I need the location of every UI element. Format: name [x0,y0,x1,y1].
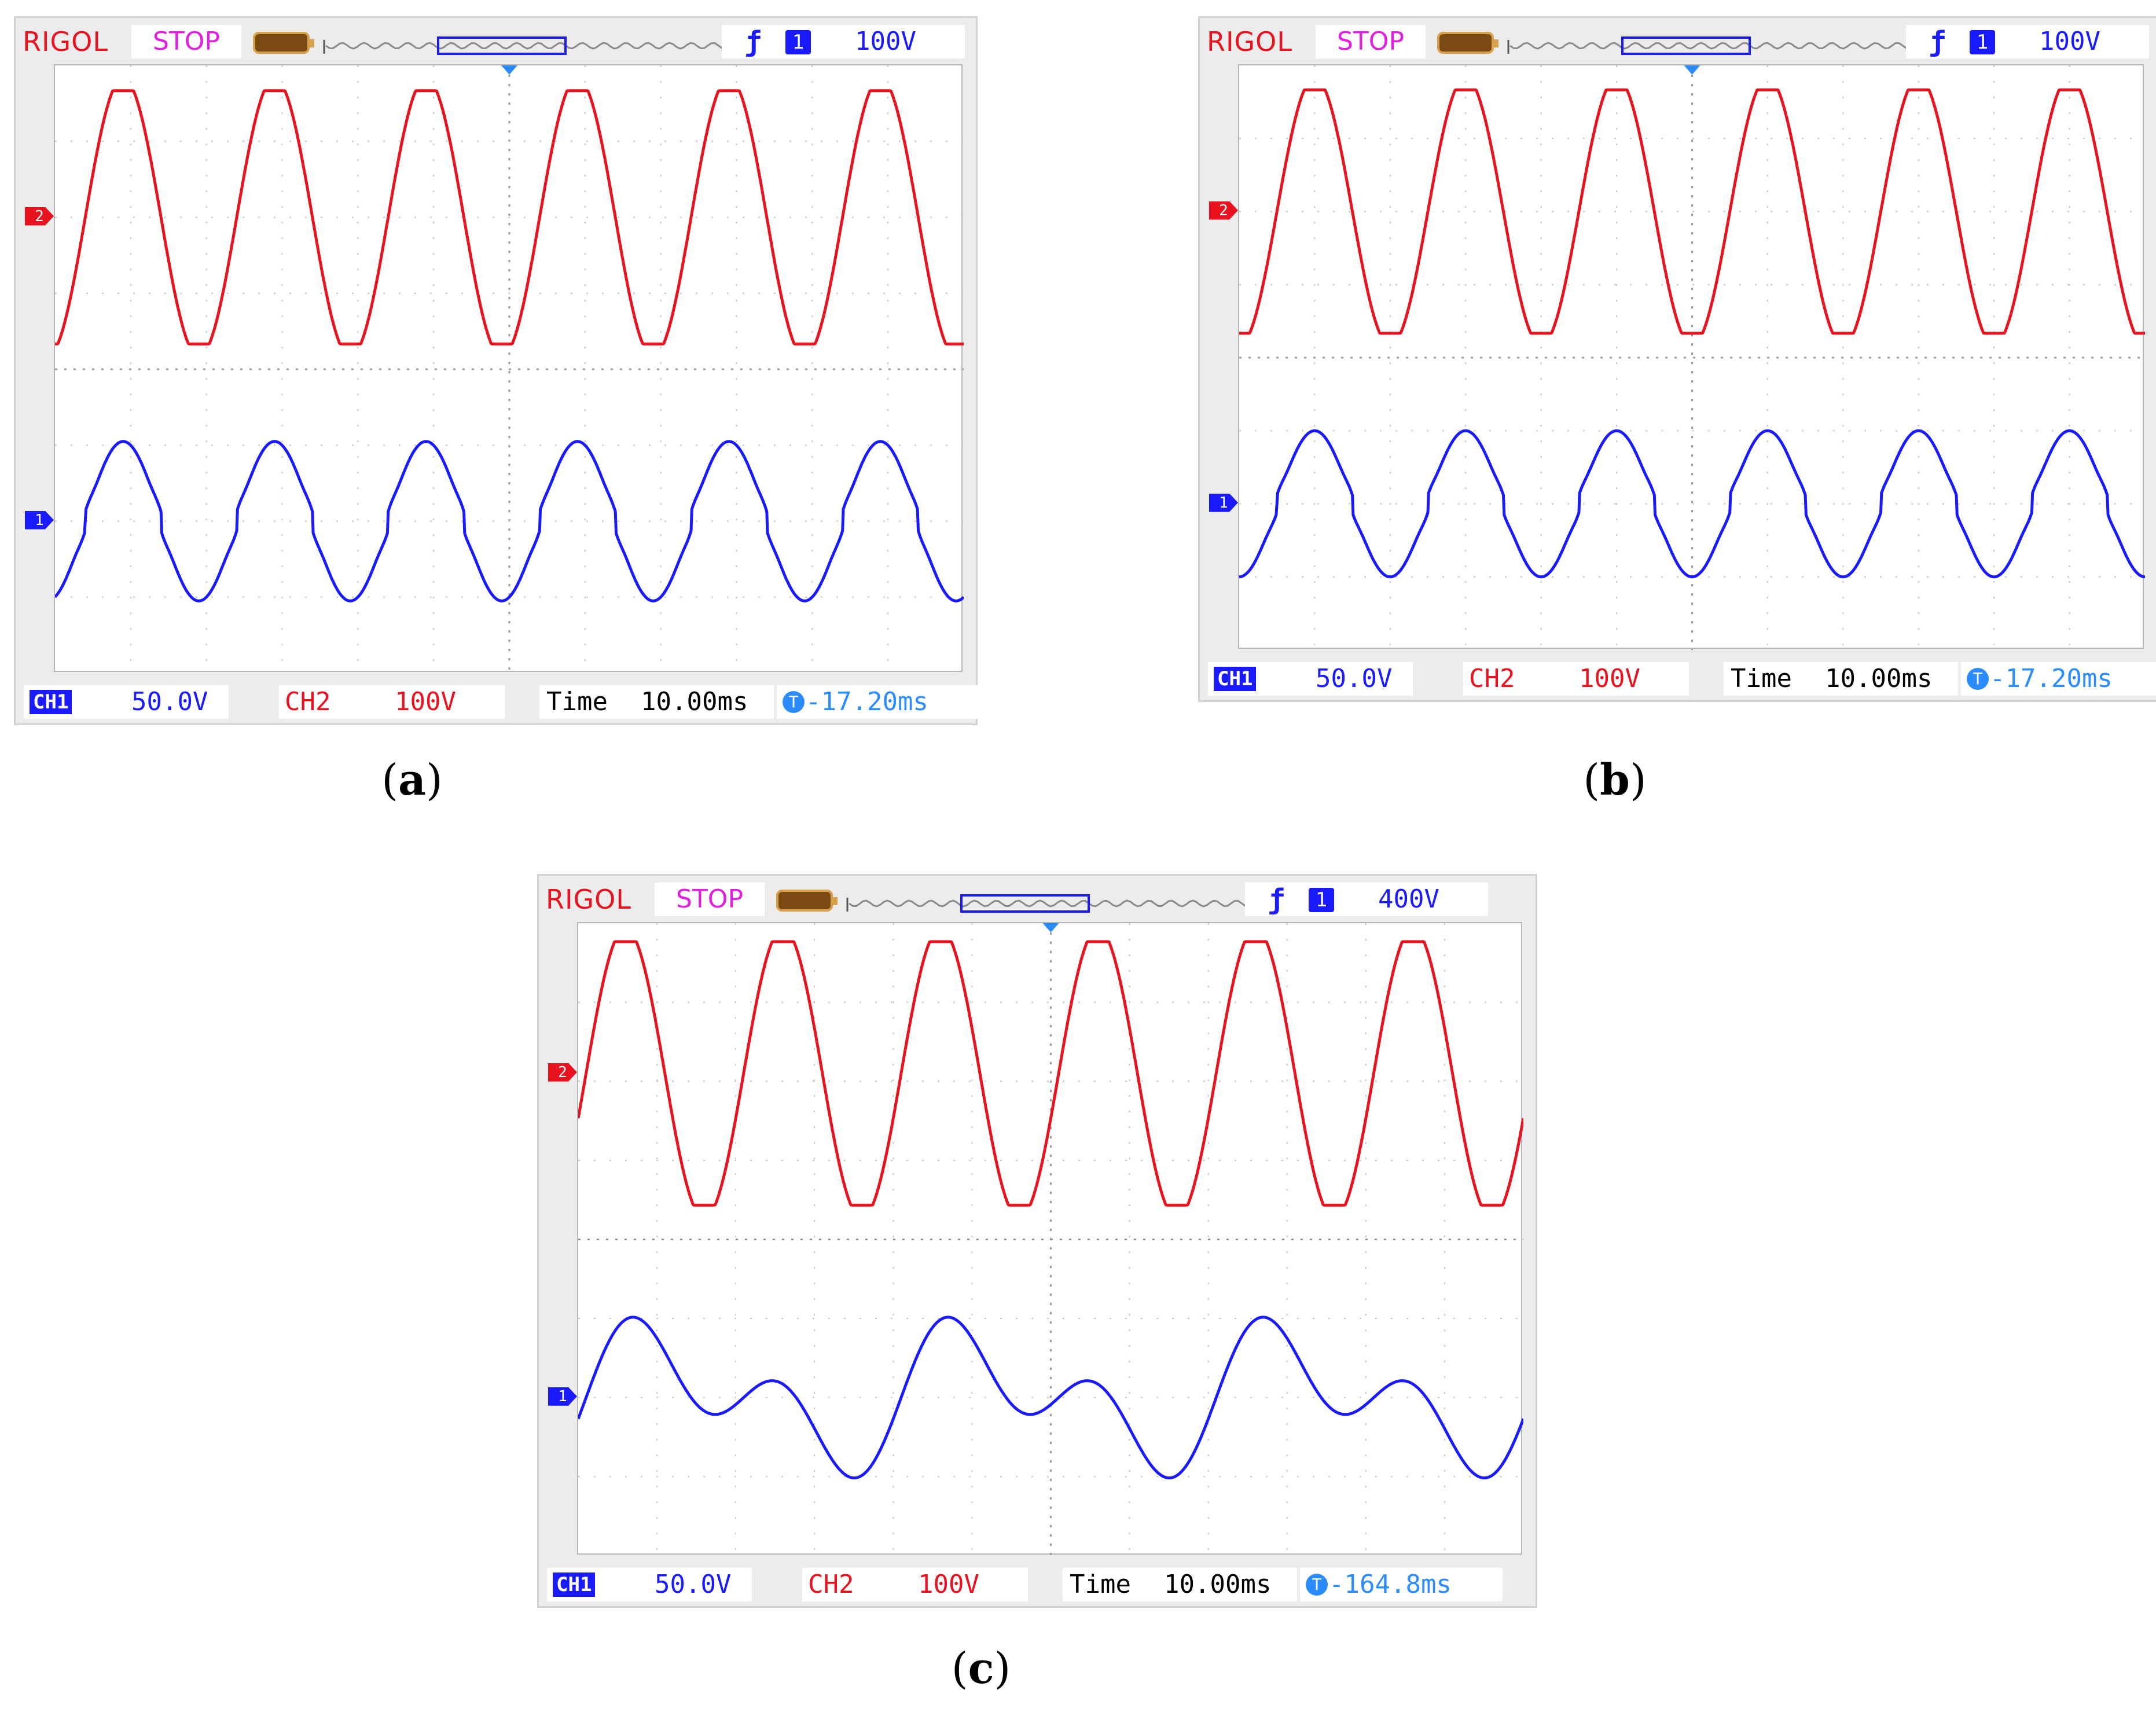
battery-icon [776,890,838,912]
ch2-offset-marker: 2 [25,207,54,226]
waveform-grid [1238,64,2146,650]
ch1-offset-marker: 1 [1209,493,1238,512]
trigger-level: 400V [1378,884,1439,914]
trigger-settings[interactable]: ƒ 1 100V [722,25,965,58]
ch1-scale[interactable]: CH1 50.0V [1208,662,1413,696]
ch2-offset-marker: 2 [1209,201,1238,220]
trigger-offset-value: -17.20ms [1990,664,2113,693]
time-label: Time [546,687,608,717]
oscilloscope-screen: RIGOL STOP ƒ 1 100V 2 1 CH1 50.0V CH2 100V Time 10.0… [1198,16,2156,702]
panel-caption: (b) [1583,755,1647,805]
ch1-scale[interactable]: CH1 50.0V [547,1568,752,1601]
settings-bar: CH1 50.0V CH2 100V Time 10.00ms T -164.8ms [539,1564,1536,1605]
ch2-scale[interactable]: CH2 100V [802,1568,1028,1601]
time-scale-value: 10.00ms [1164,1570,1272,1599]
oscilloscope-screen: RIGOL STOP ƒ 1 400V 2 1 CH1 50.0V CH2 100V Time 10.0… [537,874,1537,1608]
ch2-label: CH2 [808,1570,854,1599]
waveform-plot [54,65,965,673]
waveform-grid [54,64,965,673]
trigger-offset-icon: T [783,691,805,713]
ch2-label: CH2 [1469,664,1515,693]
settings-bar: CH1 50.0V CH2 100V Time 10.00ms T -17.20ms [16,682,979,722]
trigger-offset[interactable]: T -17.20ms [1961,662,2156,696]
trigger-position-marker [1684,65,1700,75]
run-stop-status[interactable]: STOP [131,25,241,58]
ch2-scale-value: 100V [395,687,456,717]
ch2-scale-value: 100V [1579,664,1640,693]
ch2-waveform [54,89,965,346]
ch2-offset-marker: 2 [548,1063,577,1082]
ch1-offset-marker: 1 [548,1387,577,1406]
panel-caption: (a) [381,755,443,805]
ch1-label: CH1 [553,1573,596,1597]
waveform-plot [576,923,1525,1556]
status-bar: RIGOL STOP ƒ 1 400V [539,879,1536,920]
ch2-scale[interactable]: CH2 100V [1463,662,1689,696]
panel-caption: (c) [951,1644,1011,1693]
oscilloscope-screen: RIGOL STOP ƒ 1 100V 2 1 CH1 50.0V CH2 100V Time 10.0… [14,16,979,725]
ch2-waveform [576,940,1525,1207]
time-scale-value: 10.00ms [1825,664,1933,693]
ch1-scale-value: 50.0V [655,1570,732,1599]
brand-logo: RIGOL [23,26,109,57]
trigger-settings[interactable]: ƒ 1 100V [1906,25,2149,58]
ch2-label: CH2 [285,687,331,717]
time-label: Time [1070,1570,1131,1599]
ch1-label: CH1 [1214,667,1257,691]
ch1-waveform [576,1316,1525,1480]
rising-edge-icon: ƒ [1268,883,1285,916]
trigger-settings[interactable]: ƒ 1 400V [1245,883,1488,916]
rising-edge-icon: ƒ [1929,25,1946,58]
trigger-offset-value: -17.20ms [806,687,928,717]
ch2-scale[interactable]: CH2 100V [279,685,505,719]
panel-caption-letter: c [968,1644,994,1693]
trigger-position-marker [1042,923,1059,932]
rising-edge-icon: ƒ [745,25,762,58]
battery-icon [1437,32,1498,54]
ch1-scale-value: 50.0V [1316,664,1393,693]
run-stop-status[interactable]: STOP [1316,25,1426,58]
ch1-waveform [1238,429,2146,579]
battery-icon [253,32,314,54]
ch2-waveform [1238,88,2146,335]
run-stop-status[interactable]: STOP [655,883,765,916]
trigger-level: 100V [855,27,916,56]
trigger-channel-badge: 1 [1309,888,1334,912]
time-label: Time [1731,664,1792,693]
trigger-level: 100V [2039,27,2100,56]
trigger-channel-badge: 1 [785,30,811,54]
status-bar: RIGOL STOP ƒ 1 100V [1200,21,2156,62]
ch1-scale[interactable]: CH1 50.0V [24,685,229,719]
ch2-scale-value: 100V [918,1570,979,1599]
trigger-offset[interactable]: T -164.8ms [1300,1568,1503,1601]
timebase[interactable]: Time 10.00ms [1063,1568,1297,1601]
status-bar: RIGOL STOP ƒ 1 100V [16,21,976,62]
ch1-waveform [54,440,965,602]
brand-logo: RIGOL [1207,26,1293,57]
timebase[interactable]: Time 10.00ms [539,685,774,719]
trigger-channel-badge: 1 [1970,30,1995,54]
panel-caption-letter: b [1600,755,1630,805]
ch1-label: CH1 [30,690,72,714]
trigger-offset[interactable]: T -17.20ms [777,685,979,719]
trigger-offset-value: -164.8ms [1329,1570,1452,1599]
settings-bar: CH1 50.0V CH2 100V Time 10.00ms T -17.20ms [1200,659,2156,699]
ch1-offset-marker: 1 [25,510,54,530]
ch1-scale-value: 50.0V [131,687,208,717]
waveform-grid [576,922,1525,1556]
panel-caption-letter: a [398,755,426,805]
brand-logo: RIGOL [546,884,632,915]
trigger-position-marker [501,65,517,75]
trigger-offset-icon: T [1306,1574,1328,1596]
timebase[interactable]: Time 10.00ms [1724,662,1958,696]
time-scale-value: 10.00ms [641,687,748,717]
trigger-offset-icon: T [1967,668,1989,690]
waveform-plot [1238,65,2146,650]
